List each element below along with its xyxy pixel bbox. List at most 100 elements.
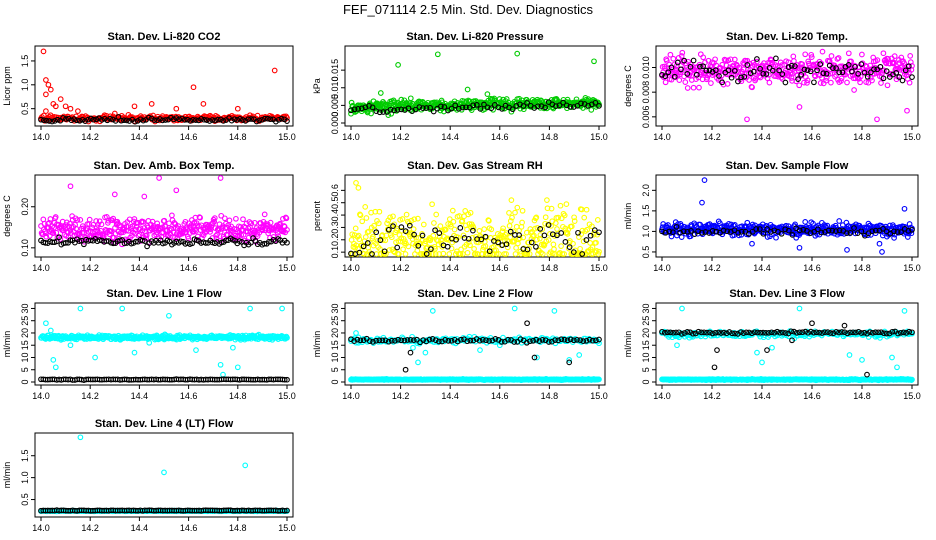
y-tick-label: 0 [20,379,30,384]
data-point [237,116,243,122]
data-point [577,245,583,252]
data-point [544,197,550,203]
data-point [234,105,241,112]
chart-title: Stan. Dev. Li-820 Pressure [406,31,543,43]
data-point [844,247,850,253]
data-point [284,118,290,124]
data-point [67,342,74,349]
data-point [550,241,557,248]
x-tick-label: 14.8 [541,391,559,401]
y-axis-label: ml/min [623,331,633,358]
data-point [166,312,172,319]
x-tick-label: 14.2 [81,132,99,142]
data-point [535,103,541,110]
data-series [38,305,290,378]
data-point [394,244,401,251]
y-axis-label: kPa [312,78,322,94]
data-point [420,105,426,111]
data-point [168,114,174,121]
y-tick-label: 5 [330,367,340,372]
x-tick-label: 14.6 [491,263,509,273]
data-point [403,211,410,218]
data-point [74,117,80,124]
y-tick-label: 1.0 [20,79,30,92]
y-tick-label: 0 [641,379,651,384]
data-point [438,103,444,110]
data-point [464,86,471,93]
data-point [134,118,141,124]
data-point [553,103,559,109]
data-point [104,117,111,124]
data-point [796,104,803,110]
data-point [123,117,130,124]
data-point [859,357,865,363]
data-point [766,79,773,86]
y-tick-label: 1.5 [20,55,30,68]
data-point [796,244,803,251]
data-point [708,80,714,86]
data-point [201,116,207,123]
data-point [362,204,369,210]
data-point [519,207,526,214]
x-tick-label: 14.2 [392,132,410,142]
data-point [118,117,125,124]
data-point [429,308,436,314]
data-point [173,105,180,112]
x-tick-label: 15.0 [278,391,296,401]
x-tick-label: 14.6 [803,263,821,273]
data-point [682,79,689,85]
data-point [47,86,54,93]
data-point [518,224,525,230]
data-point [790,53,797,60]
data-point [359,218,366,225]
data-point [355,106,362,112]
data-point [43,77,49,83]
x-tick-label: 14.0 [32,132,50,142]
data-point [511,305,518,312]
data-point [476,228,483,234]
x-tick-label: 14.8 [229,391,247,401]
data-point [769,344,775,351]
x-tick-label: 14.6 [491,391,509,401]
data-point [52,103,59,110]
data-point [754,349,760,356]
data-point [402,251,409,257]
x-tick-label: 14.6 [180,263,198,273]
x-tick-label: 14.4 [441,132,459,142]
data-point [193,347,199,353]
data-point [874,116,880,123]
data-point [256,117,263,124]
y-axis-label: degrees C [623,65,633,107]
data-point [226,217,233,224]
data-point [514,50,521,57]
data-point [690,84,697,91]
data-point [355,185,362,191]
data-point [111,191,118,198]
plot-frame [344,45,606,127]
data-point [563,201,570,207]
x-tick-label: 15.0 [278,132,296,142]
data-point [380,109,387,115]
data-point [67,183,74,190]
data-point [348,107,354,114]
data-point [836,218,843,224]
chart-title: Stan. Dev. Line 2 Flow [417,288,533,300]
data-point [156,175,162,181]
x-tick-label: 14.6 [803,132,821,142]
data-point [67,105,74,112]
data-point [500,225,506,232]
data-point [387,106,394,113]
data-point [514,204,521,211]
data-point [132,118,138,125]
x-tick-label: 14.4 [753,263,771,273]
plot-frame [34,302,294,386]
data-point [148,101,155,107]
data-point [802,51,809,58]
data-point [519,219,525,226]
y-tick-label: 0.005 [330,94,340,117]
data-point [239,117,246,123]
data-point [591,58,597,65]
